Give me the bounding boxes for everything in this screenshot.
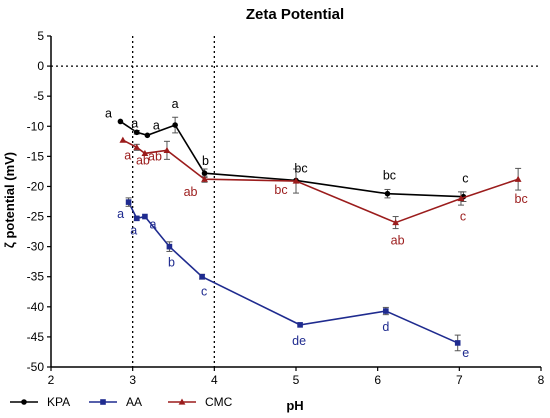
significance-label: a: [124, 148, 131, 162]
data-point: [163, 146, 171, 153]
x-tick-label: 8: [538, 373, 545, 387]
x-axis-label: pH: [286, 398, 303, 413]
data-point: [201, 170, 208, 177]
legend-label: CMC: [205, 395, 233, 409]
data-point: [392, 219, 400, 226]
significance-label: bc: [274, 183, 287, 197]
data-point: [454, 340, 461, 346]
significance-label: ab: [391, 234, 405, 248]
data-point: [457, 194, 465, 202]
significance-label: a: [153, 118, 160, 132]
data-point: [201, 175, 208, 182]
significance-label: a: [117, 207, 124, 221]
data-point: [292, 177, 300, 184]
legend-item-cmc: CMC: [168, 395, 233, 409]
data-point: [166, 243, 173, 250]
y-tick-label: 5: [37, 29, 44, 43]
data-point: [133, 215, 140, 222]
axes: 5 0 -5 -10 -15 -20 -25 -30 -35 -40 -45 -502 3 4 5 6 7 8: [27, 29, 545, 387]
y-tick-label: 0: [37, 59, 44, 73]
x-tick-label: 4: [211, 373, 218, 387]
legend-marker: [100, 399, 106, 405]
significance-label: b: [168, 256, 175, 270]
data-point: [172, 122, 178, 128]
data-point: [117, 118, 124, 125]
x-tick-label: 2: [48, 373, 55, 387]
x-tick-label: 5: [293, 373, 300, 387]
y-tick-label: -15: [27, 149, 45, 163]
chart-title: Zeta Potential: [246, 6, 344, 23]
legend: KPA AA CMC: [10, 395, 233, 409]
significance-label: c: [460, 209, 466, 223]
series-aa: [125, 197, 461, 352]
significance-label: a: [149, 218, 156, 232]
data-point: [125, 199, 132, 205]
series-layer: [117, 116, 522, 352]
data-point: [133, 143, 141, 150]
significance-label: bc: [294, 161, 307, 175]
data-point: [199, 273, 205, 280]
data-point: [384, 190, 391, 197]
y-tick-label: -10: [27, 119, 45, 133]
x-tick-label: 7: [456, 373, 463, 387]
significance-label: ab: [184, 185, 198, 199]
series-kpa: [117, 116, 467, 202]
data-point: [119, 136, 127, 143]
y-tick-label: -20: [27, 179, 45, 193]
series-line: [122, 139, 519, 224]
series-line: [119, 120, 464, 198]
y-axis-label: ζ potential (mV): [2, 152, 17, 248]
data-point: [297, 322, 303, 328]
y-tick-label: -45: [27, 330, 45, 344]
legend-label: KPA: [47, 395, 70, 409]
legend-marker: [21, 399, 27, 405]
data-point: [144, 132, 151, 139]
significance-label: bc: [515, 192, 528, 206]
reference-lines: [51, 36, 541, 367]
legend-item-aa: AA: [89, 395, 142, 409]
significance-label: a: [131, 116, 138, 130]
legend-item-kpa: KPA: [10, 395, 70, 409]
significance-label: ab: [136, 153, 150, 167]
data-point: [141, 149, 149, 156]
legend-marker: [178, 398, 186, 405]
legend-label: AA: [126, 395, 142, 409]
y-tick-label: -35: [27, 270, 45, 284]
significance-label: d: [382, 320, 389, 334]
significance-label: c: [201, 285, 207, 299]
series-line: [127, 201, 459, 344]
data-point: [383, 308, 389, 314]
x-tick-label: 6: [374, 373, 381, 387]
significance-label: de: [292, 334, 306, 348]
significance-label: bc: [383, 169, 396, 183]
significance-label: e: [462, 346, 469, 360]
significance-label: a: [172, 97, 179, 111]
data-point: [142, 213, 148, 220]
significance-label: a: [105, 106, 112, 120]
y-tick-label: -5: [33, 89, 44, 103]
x-tick-label: 3: [129, 373, 136, 387]
series-cmc: [119, 136, 522, 230]
data-point: [133, 129, 140, 136]
significance-label: a: [130, 223, 137, 237]
significance-label: b: [202, 154, 209, 168]
significance-label: c: [462, 172, 468, 186]
y-tick-label: -25: [27, 210, 45, 224]
y-tick-label: -50: [27, 360, 45, 374]
significance-label: ab: [148, 149, 162, 163]
y-tick-label: -40: [27, 300, 45, 314]
y-tick-label: -30: [27, 240, 45, 254]
data-point: [514, 175, 522, 182]
